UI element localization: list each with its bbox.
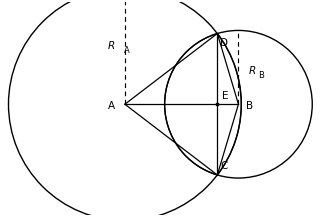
Text: B: B bbox=[246, 101, 253, 111]
Text: A: A bbox=[108, 101, 115, 111]
Text: C: C bbox=[220, 161, 227, 171]
Text: D: D bbox=[220, 38, 228, 48]
Text: E: E bbox=[222, 91, 228, 101]
Text: R: R bbox=[108, 41, 115, 51]
Text: A: A bbox=[124, 46, 129, 55]
Text: R: R bbox=[248, 66, 256, 76]
Text: B: B bbox=[258, 71, 264, 80]
